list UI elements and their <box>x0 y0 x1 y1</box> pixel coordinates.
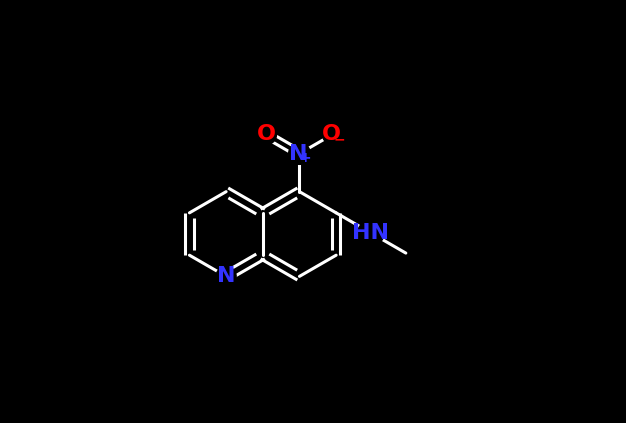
Text: N: N <box>217 266 235 286</box>
Circle shape <box>216 266 236 286</box>
Circle shape <box>257 124 277 145</box>
Text: +: + <box>299 151 310 165</box>
Text: O: O <box>257 124 276 145</box>
Text: HN: HN <box>352 223 389 243</box>
Text: −: − <box>334 132 345 146</box>
Text: O: O <box>321 124 341 145</box>
Text: N: N <box>289 143 307 164</box>
Circle shape <box>289 143 310 164</box>
Circle shape <box>358 220 384 246</box>
Circle shape <box>322 124 342 145</box>
